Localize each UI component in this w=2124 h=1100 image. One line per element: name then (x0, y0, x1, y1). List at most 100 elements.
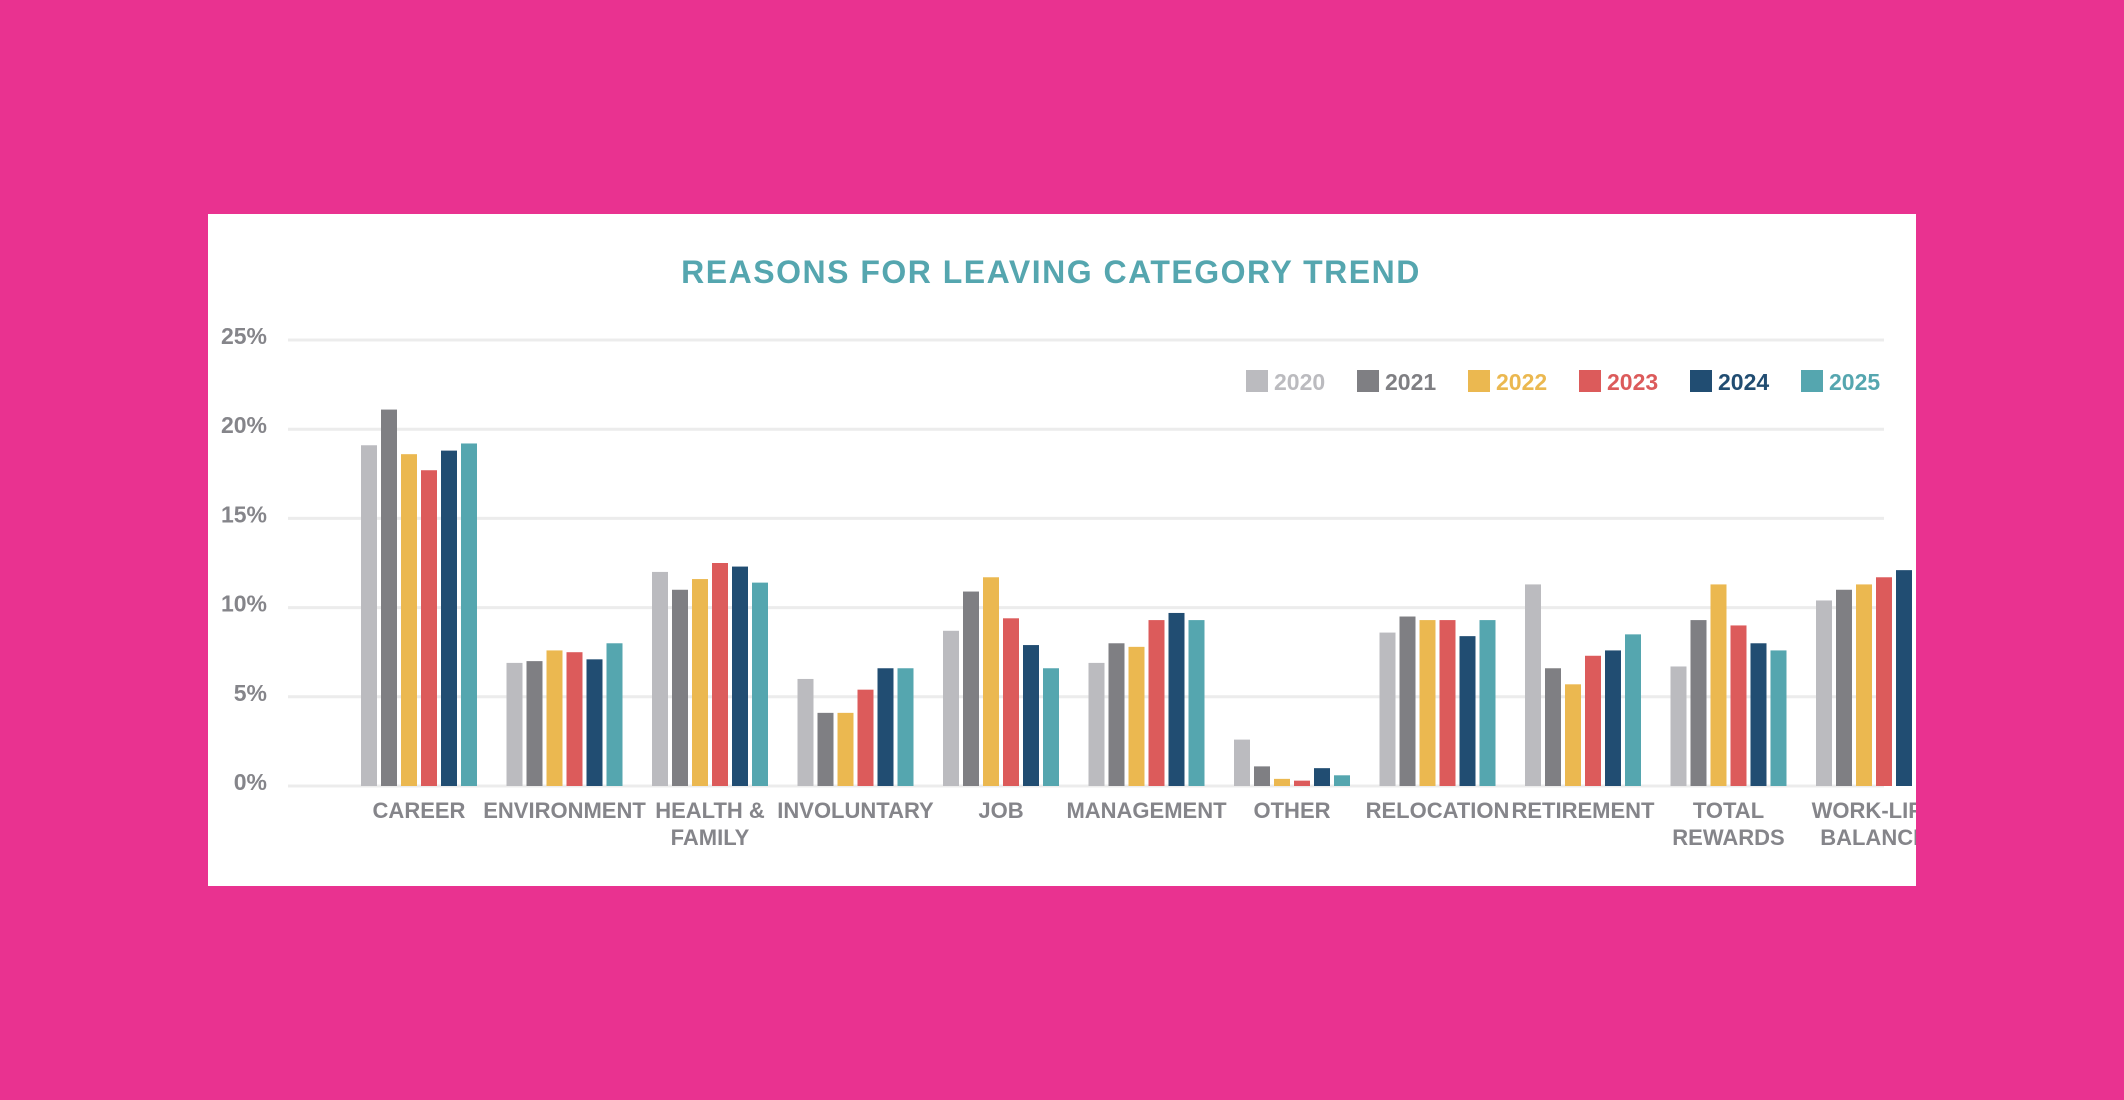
legend-swatch-2025 (1801, 370, 1823, 392)
bar-2022 (692, 579, 708, 786)
legend-swatch-2020 (1246, 370, 1268, 392)
bar-2020 (652, 571, 668, 786)
bar-2024 (1023, 645, 1039, 786)
x-tick-label: TOTAL (1693, 798, 1764, 823)
y-tick-label: 25% (221, 323, 267, 349)
legend-swatch-2024 (1690, 370, 1712, 392)
bar-2023 (1148, 620, 1165, 786)
bar-2024 (1168, 612, 1185, 786)
bar-2025 (606, 643, 623, 786)
bar-2021 (1108, 643, 1125, 786)
bar-2023 (1876, 577, 1892, 786)
bar-2025 (1188, 620, 1205, 786)
bar-2024 (1896, 570, 1912, 786)
bar-2025 (1479, 620, 1496, 786)
bar-2023 (1585, 655, 1601, 786)
legend-swatch-2023 (1579, 370, 1601, 392)
bar-2024 (732, 566, 748, 786)
bar-2021 (817, 712, 834, 786)
bar-2025 (1625, 634, 1641, 786)
x-tick-label: RETIREMENT (1512, 798, 1656, 823)
y-tick-label: 0% (234, 769, 267, 795)
x-tick-label: OTHER (1254, 798, 1331, 823)
bar-2021 (1254, 766, 1270, 786)
x-tick-label: INVOLUNTARY (777, 798, 934, 823)
bar-2024 (1605, 650, 1621, 786)
bar-2020 (797, 678, 814, 786)
bar-2020 (506, 662, 523, 786)
bar-2021 (1545, 668, 1561, 786)
bar-2024 (1750, 643, 1767, 786)
bar-2020 (1379, 632, 1396, 786)
bar-2021 (1690, 620, 1707, 786)
x-tick-label: BALANCE (1820, 825, 1916, 850)
chart-card: REASONS FOR LEAVING CATEGORY TREND 25% 20%… (208, 214, 1916, 886)
bar-2023 (1439, 620, 1456, 786)
x-tick-label: ENVIRONMENT (483, 798, 646, 823)
bar-2020 (1670, 666, 1687, 786)
bar-2021 (381, 409, 397, 786)
bar-2024 (1459, 636, 1476, 786)
bar-2023 (857, 689, 874, 786)
bar-2023 (1294, 780, 1310, 786)
bar-2021 (672, 589, 688, 786)
bar-2023 (1003, 618, 1019, 786)
x-tick-label: JOB (978, 798, 1023, 823)
x-tick-label: HEALTH & (655, 798, 765, 823)
bar-2025 (897, 668, 914, 786)
bar-2023 (1730, 625, 1747, 786)
y-tick-label: 20% (221, 412, 267, 438)
x-tick-label: CAREER (373, 798, 466, 823)
legend-label-2021: 2021 (1385, 369, 1436, 395)
bar-2023 (421, 470, 437, 786)
bar-chart: REASONS FOR LEAVING CATEGORY TREND 25% 20%… (221, 254, 1916, 850)
bar-2022 (1710, 584, 1727, 786)
legend-label-2020: 2020 (1274, 369, 1325, 395)
bar-2021 (526, 661, 543, 786)
legend-label-2022: 2022 (1496, 369, 1547, 395)
y-tick-label: 5% (234, 680, 267, 706)
bar-2023 (566, 652, 583, 786)
bar-2022 (1128, 646, 1145, 786)
bar-2022 (1419, 620, 1436, 786)
bar-2024 (441, 450, 457, 786)
legend-swatch-2022 (1468, 370, 1490, 392)
bar-2020 (1088, 662, 1105, 786)
bar-2022 (837, 712, 854, 786)
legend-label-2025: 2025 (1829, 369, 1880, 395)
x-tick-label: REWARDS (1672, 825, 1784, 850)
bar-2021 (1399, 616, 1416, 786)
bar-2020 (943, 630, 959, 786)
bar-2024 (877, 668, 894, 786)
bar-2020 (361, 445, 377, 786)
y-tick-label: 10% (221, 591, 267, 617)
x-tick-label: RELOCATION (1366, 798, 1510, 823)
bar-2025 (752, 582, 768, 786)
chart-title: REASONS FOR LEAVING CATEGORY TREND (681, 254, 1421, 290)
bar-2022 (983, 577, 999, 786)
legend-label-2023: 2023 (1607, 369, 1658, 395)
bar-2024 (1314, 768, 1330, 786)
x-tick-label: MANAGEMENT (1066, 798, 1227, 823)
bar-2024 (586, 659, 603, 786)
bar-2020 (1234, 739, 1250, 786)
bar-2025 (1770, 650, 1787, 786)
bar-2022 (1274, 778, 1290, 786)
bar-2025 (1043, 668, 1059, 786)
x-tick-label: FAMILY (671, 825, 750, 850)
x-tick-label: WORK-LIFE (1812, 798, 1916, 823)
bar-2023 (712, 563, 728, 786)
y-tick-label: 15% (221, 501, 267, 527)
bar-2020 (1525, 584, 1541, 786)
bar-2021 (963, 591, 979, 786)
legend-swatch-2021 (1357, 370, 1379, 392)
bar-2020 (1816, 600, 1832, 786)
bar-2022 (1856, 584, 1872, 786)
legend-label-2024: 2024 (1718, 369, 1769, 395)
bar-2025 (1334, 775, 1350, 786)
bar-2022 (546, 650, 563, 786)
bar-2021 (1836, 589, 1852, 786)
bar-2022 (401, 454, 417, 786)
bar-2022 (1565, 684, 1581, 786)
bar-2025 (461, 443, 477, 786)
